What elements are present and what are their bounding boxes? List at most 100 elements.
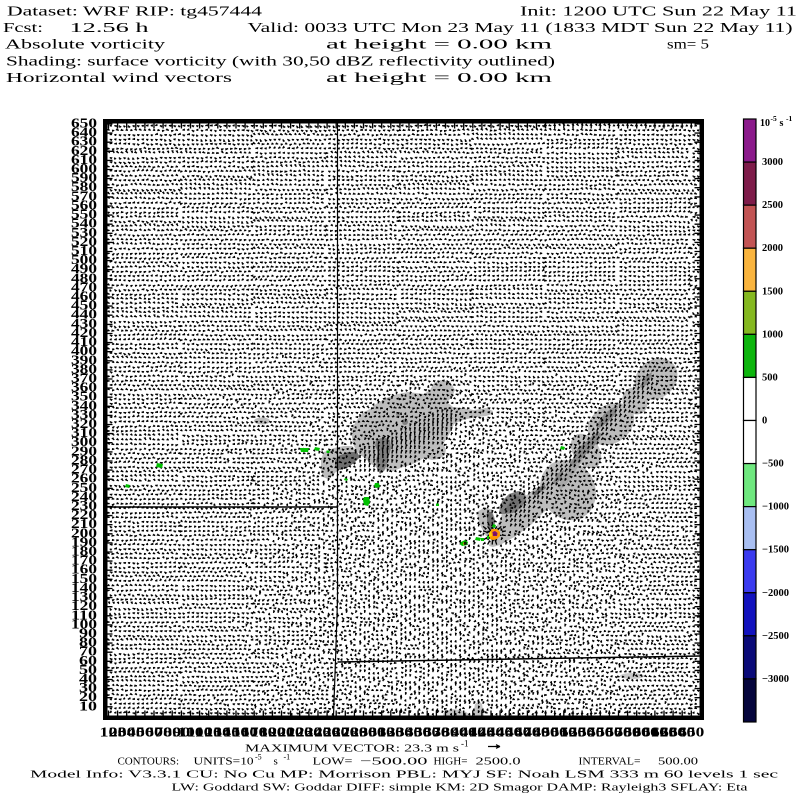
svg-text:20: 20	[79, 689, 97, 704]
svg-text:570: 570	[606, 725, 632, 740]
svg-text:390: 390	[71, 352, 97, 367]
svg-text:330: 330	[71, 407, 97, 422]
svg-text:380: 380	[71, 361, 97, 376]
svg-text:HIGH=: HIGH=	[434, 756, 468, 768]
svg-text:410: 410	[71, 334, 97, 349]
svg-text:−2500: −2500	[762, 631, 789, 642]
svg-text:100: 100	[71, 616, 97, 631]
svg-text:590: 590	[71, 170, 97, 185]
svg-text:200: 200	[269, 725, 295, 740]
svg-text:2500: 2500	[762, 200, 783, 211]
svg-text:120: 120	[196, 725, 222, 740]
svg-text:420: 420	[71, 325, 97, 340]
svg-text:300: 300	[360, 725, 386, 740]
svg-text:220: 220	[287, 725, 313, 740]
svg-text:520: 520	[560, 725, 586, 740]
svg-text:540: 540	[578, 725, 604, 740]
svg-text:420: 420	[469, 725, 495, 740]
svg-text:620: 620	[71, 143, 97, 158]
svg-text:3000: 3000	[762, 157, 783, 168]
svg-text:70: 70	[79, 644, 97, 659]
svg-text:-5: -5	[771, 114, 777, 123]
svg-text:510: 510	[551, 725, 577, 740]
svg-text:1000: 1000	[762, 329, 783, 340]
svg-text:500: 500	[762, 372, 778, 383]
svg-text:250: 250	[314, 725, 340, 740]
svg-text:110: 110	[187, 725, 213, 740]
svg-text:390: 390	[442, 725, 468, 740]
svg-text:190: 190	[71, 534, 97, 549]
svg-text:310: 310	[71, 425, 97, 440]
svg-text:340: 340	[396, 725, 422, 740]
svg-text:210: 210	[278, 725, 304, 740]
svg-text:−1000: −1000	[762, 502, 789, 513]
svg-text:240: 240	[305, 725, 331, 740]
svg-text:500: 500	[71, 252, 97, 267]
svg-text:640: 640	[669, 725, 695, 740]
svg-text:610: 610	[71, 152, 97, 167]
svg-text:320: 320	[71, 416, 97, 431]
svg-text:Horizontal wind vectors: Horizontal wind vectors	[6, 70, 232, 85]
svg-text:280: 280	[71, 453, 97, 468]
svg-text:650: 650	[678, 725, 704, 740]
svg-text:1500: 1500	[762, 286, 783, 297]
svg-text:2500.0: 2500.0	[476, 756, 522, 768]
svg-text:600: 600	[71, 161, 97, 176]
svg-text:280: 280	[341, 725, 367, 740]
svg-text:480: 480	[524, 725, 550, 740]
svg-text:630: 630	[71, 134, 97, 149]
svg-text:460: 460	[71, 289, 97, 304]
svg-text:130: 130	[71, 589, 97, 604]
svg-text:220: 220	[71, 507, 97, 522]
svg-text:Fcst:: Fcst:	[3, 20, 43, 35]
svg-text:550: 550	[71, 207, 97, 222]
svg-text:0: 0	[762, 416, 767, 427]
svg-text:10: 10	[79, 698, 97, 713]
svg-text:40: 40	[79, 671, 97, 686]
svg-text:Init: 1200 UTC Sun 22 May 11: Init: 1200 UTC Sun 22 May 11	[520, 4, 797, 19]
svg-text:520: 520	[71, 234, 97, 249]
svg-text:70: 70	[154, 725, 172, 740]
svg-text:380: 380	[433, 725, 459, 740]
svg-text:Dataset: WRF RIP: tg457444: Dataset: WRF RIP: tg457444	[7, 4, 262, 19]
svg-text:590: 590	[624, 725, 650, 740]
svg-text:370: 370	[71, 371, 97, 386]
svg-text:80: 80	[163, 725, 181, 740]
svg-text:350: 350	[405, 725, 431, 740]
svg-text:150: 150	[223, 725, 249, 740]
svg-text:10: 10	[760, 118, 770, 129]
svg-text:530: 530	[569, 725, 595, 740]
svg-text:60: 60	[145, 725, 163, 740]
svg-text:570: 570	[71, 188, 97, 203]
svg-text:40: 40	[127, 725, 145, 740]
svg-text:100: 100	[178, 725, 204, 740]
svg-text:470: 470	[71, 279, 97, 294]
svg-text:310: 310	[369, 725, 395, 740]
svg-text:650: 650	[71, 116, 97, 131]
svg-text:UNITS=10: UNITS=10	[194, 756, 255, 768]
svg-text:160: 160	[232, 725, 258, 740]
svg-text:530: 530	[71, 225, 97, 240]
svg-text:INTERVAL=: INTERVAL=	[579, 756, 641, 768]
svg-text:140: 140	[214, 725, 240, 740]
svg-text:90: 90	[79, 626, 97, 641]
svg-text:s: s	[274, 756, 278, 768]
svg-text:Shading: surface vorticity (wi: Shading: surface vorticity (with 30,50 d…	[6, 53, 555, 68]
svg-text:400: 400	[451, 725, 477, 740]
svg-text:240: 240	[71, 489, 97, 504]
svg-text:320: 320	[378, 725, 404, 740]
svg-text:150: 150	[71, 571, 97, 586]
svg-text:-1: -1	[786, 114, 792, 123]
svg-text:340: 340	[71, 398, 97, 413]
svg-text:410: 410	[460, 725, 486, 740]
svg-text:170: 170	[241, 725, 267, 740]
svg-text:450: 450	[71, 298, 97, 313]
svg-text:630: 630	[660, 725, 686, 740]
svg-text:−1500: −1500	[762, 545, 789, 556]
svg-text:580: 580	[71, 179, 97, 194]
svg-text:50: 50	[79, 662, 97, 677]
svg-text:2000: 2000	[762, 243, 783, 254]
svg-text:230: 230	[71, 498, 97, 513]
svg-text:480: 480	[71, 270, 97, 285]
svg-text:470: 470	[514, 725, 540, 740]
